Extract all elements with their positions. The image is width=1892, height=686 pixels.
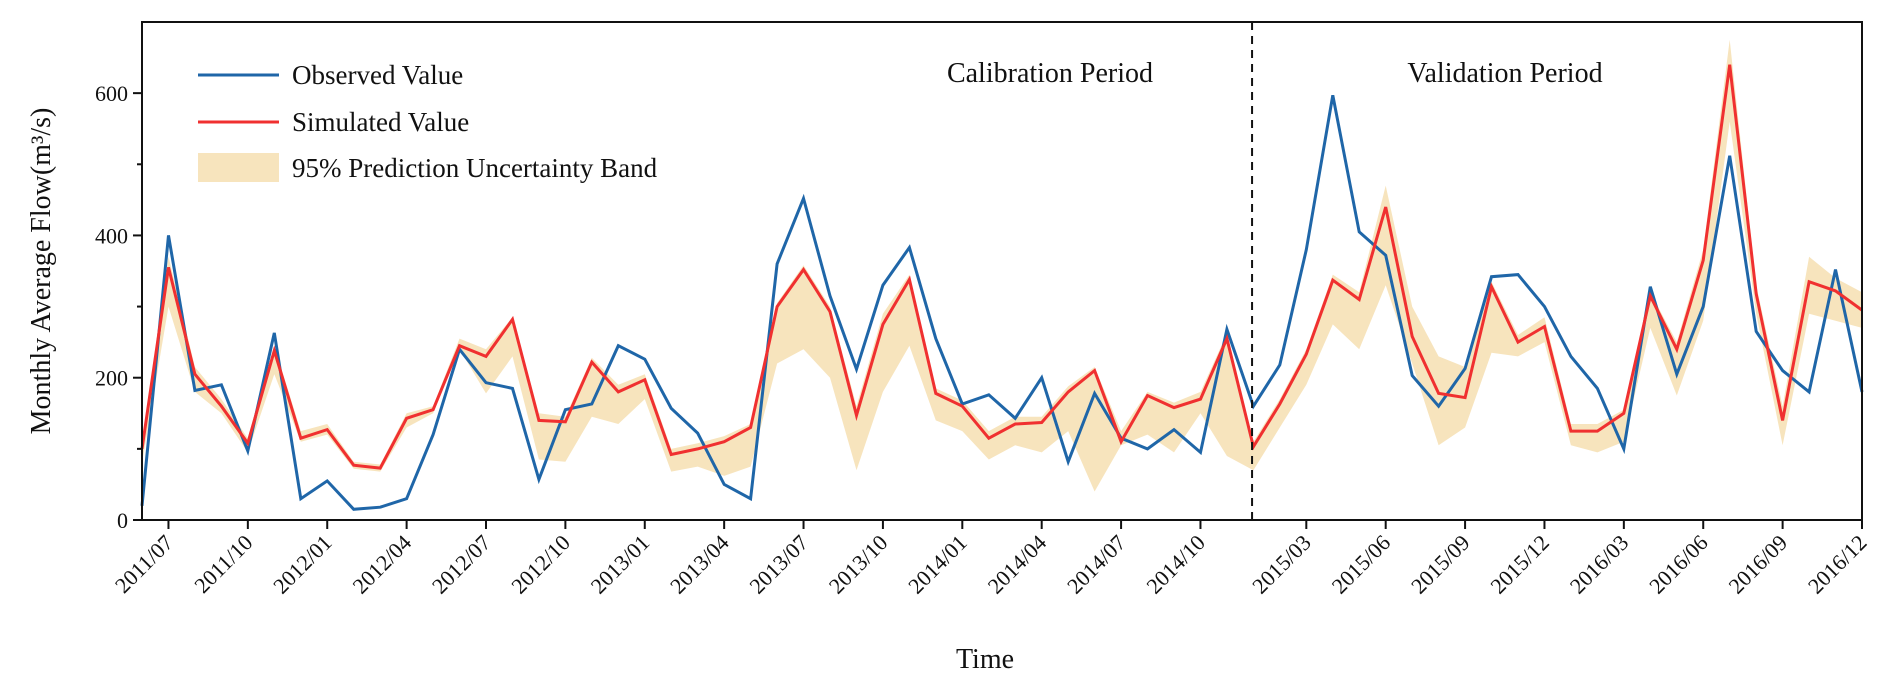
series-lines-layer <box>140 64 1864 511</box>
y-tick-label: 600 <box>95 81 128 106</box>
x-tick-label: 2011/10 <box>189 530 257 598</box>
y-axis-title: Monthly Average Flow(m³/s) <box>26 108 57 435</box>
observed-value-line <box>140 95 1864 511</box>
x-axis: 2011/07 2011/10 2012/01 2012/04 2012/07 2012/… <box>110 520 1872 599</box>
x-tick-label: 2015/09 <box>1406 530 1475 599</box>
legend-band-label: 95% Prediction Uncertainty Band <box>292 153 658 183</box>
x-tick-label: 2012/04 <box>347 530 416 599</box>
x-tick-label: 2011/07 <box>110 530 178 598</box>
legend-observed-label: Observed Value <box>292 60 463 90</box>
x-tick-label: 2016/06 <box>1644 530 1713 599</box>
x-tick-label: 2015/12 <box>1485 530 1554 599</box>
plot-frame <box>141 21 1863 521</box>
x-tick-label: 2013/07 <box>744 530 813 599</box>
x-axis-title: Time <box>956 644 1014 675</box>
y-axis: 0 200 400 600 <box>95 81 142 533</box>
x-tick-label: 2016/12 <box>1803 530 1872 599</box>
legend: Observed Value Simulated Value 95% Predi… <box>198 60 658 183</box>
legend-band-swatch <box>198 153 279 182</box>
x-tick-label: 2014/04 <box>983 530 1052 599</box>
legend-simulated-label: Simulated Value <box>292 107 469 137</box>
y-tick-label: 0 <box>117 508 128 533</box>
x-tick-label: 2015/03 <box>1247 530 1316 599</box>
x-tick-label: 2012/07 <box>427 530 496 599</box>
x-tick-label: 2014/07 <box>1062 530 1131 599</box>
x-tick-label: 2012/01 <box>268 530 337 599</box>
simulated-value-line <box>140 64 1863 470</box>
x-tick-label: 2013/04 <box>665 530 734 599</box>
y-tick-label: 200 <box>95 366 128 391</box>
y-tick-label: 400 <box>95 223 128 248</box>
x-tick-label: 2013/01 <box>586 530 655 599</box>
x-tick-label: 2013/10 <box>824 530 893 599</box>
validation-period-label: Validation Period <box>1407 58 1602 89</box>
x-tick-label: 2015/06 <box>1327 530 1396 599</box>
x-tick-label: 2016/09 <box>1723 530 1792 599</box>
x-tick-label: 2014/01 <box>903 530 972 599</box>
calibration-period-label: Calibration Period <box>947 58 1153 89</box>
x-tick-label: 2016/03 <box>1565 530 1634 599</box>
x-tick-label: 2014/10 <box>1141 530 1210 599</box>
x-tick-label: 2012/10 <box>506 530 575 599</box>
